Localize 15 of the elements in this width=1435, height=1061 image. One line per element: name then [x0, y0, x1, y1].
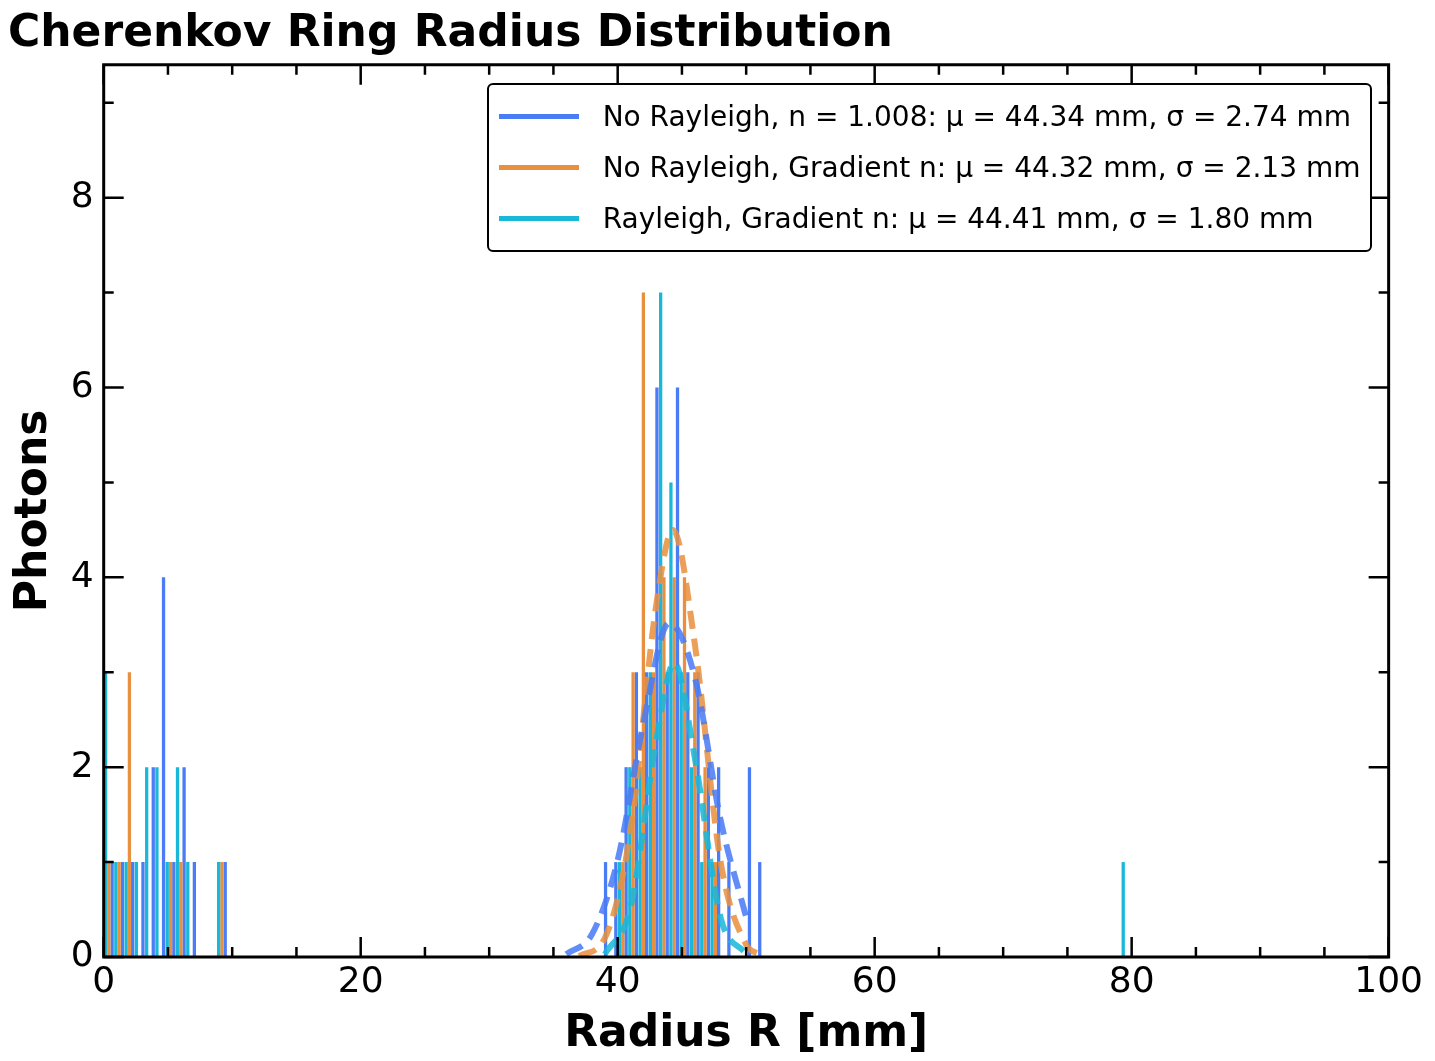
x-tick-label: 20 [337, 958, 384, 1000]
y-tick-label: 2 [70, 743, 94, 785]
legend-label: No Rayleigh, n = 1.008: μ = 44.34 mm, σ = 2.74 mm [602, 99, 1352, 133]
x-tick-label: 60 [851, 958, 898, 1000]
x-tick-label: 100 [1354, 958, 1423, 1000]
chart-title: Cherenkov Ring Radius Distribution [8, 4, 893, 56]
x-tick-label: 40 [594, 958, 641, 1000]
x-tick-label: 80 [1108, 958, 1155, 1000]
legend-label: No Rayleigh, Gradient n: μ = 44.32 mm, σ = 2.13 mm [602, 150, 1361, 184]
y-axis-title: Photons [4, 409, 56, 613]
y-tick-label: 8 [70, 174, 94, 216]
y-tick-label: 6 [70, 363, 94, 405]
y-tick-label: 4 [70, 553, 94, 595]
x-axis-title: Radius R [mm] [564, 1005, 929, 1057]
legend-label: Rayleigh, Gradient n: μ = 44.41 mm, σ = 1.80 mm [602, 201, 1314, 235]
